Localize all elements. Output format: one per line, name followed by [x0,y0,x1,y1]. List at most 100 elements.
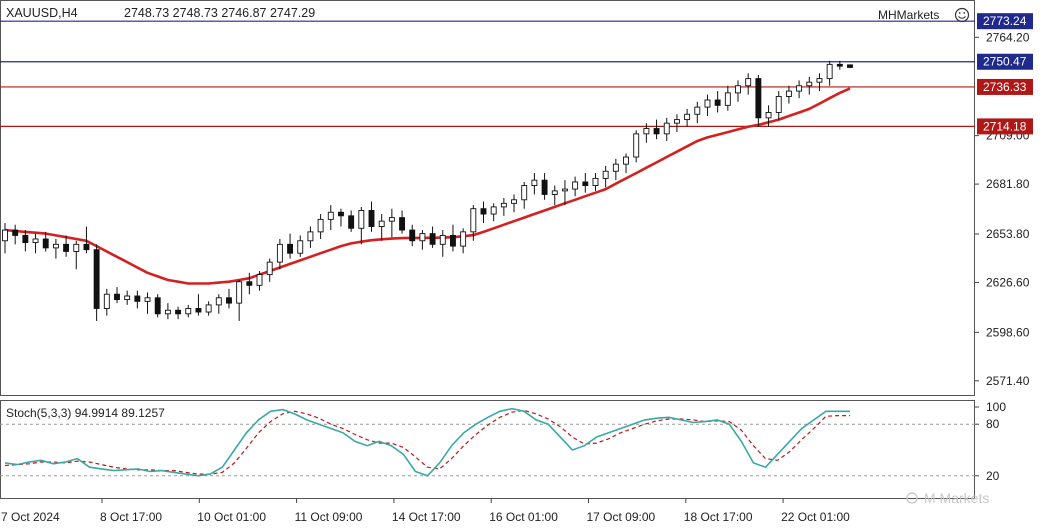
moving-average-line [4,87,851,285]
candle-body-bull [32,238,39,243]
candle-body-bear [836,63,843,67]
candle [643,123,650,143]
candle [714,91,721,113]
level-lines [0,20,975,128]
candle [12,224,19,245]
candle [195,294,202,316]
candle [765,105,772,127]
candle [531,173,538,195]
candle [124,290,131,305]
candle-body-bear [409,229,416,242]
candle [735,80,741,102]
candle [2,222,8,254]
candle [602,165,609,188]
candle [785,85,792,104]
price-tick-label: 2626.60 [986,275,1030,289]
candle [419,230,426,250]
time-tick-label: 10 Oct 01:00 [197,510,266,524]
smiley-icon [954,7,970,23]
level-tag-text: 2750.47 [983,55,1027,69]
candle [521,181,528,209]
candle-body-bull [806,81,813,87]
candle-body-bull [439,234,446,245]
price-tick-label: 2764.20 [986,30,1030,44]
price-tick-label: 2653.80 [986,227,1030,241]
stoch-levels: 100 80 20 [0,400,1006,483]
candle-body-bull [551,190,558,195]
candle [582,173,589,193]
candle [368,201,375,232]
level-tag [977,53,1033,70]
candle-body-bull [561,188,568,192]
candle [612,158,619,181]
candle-body-bull [785,90,792,97]
stoch-level-label: 20 [986,469,1000,483]
candle-body-bear [12,229,19,236]
candle-body-bull [673,119,680,124]
candle-body-bull [73,243,80,252]
candle [775,91,782,120]
candle-body-bear [246,281,253,286]
candle [327,205,334,231]
watermark-text: M Markets [924,490,989,506]
time-tick-label: 14 Oct 17:00 [392,510,461,524]
stoch-level-label: 100 [986,400,1006,414]
price-panel-frame [0,0,975,396]
candle-body-bear [541,179,548,195]
candle [439,230,446,257]
price-tick-label: 2681.80 [986,177,1030,191]
candle [236,279,243,321]
candle [103,288,110,316]
candle-body-bull [592,177,599,186]
candle-body-bear [450,234,456,247]
candle [684,108,691,127]
candle [83,226,90,254]
candle [551,185,558,206]
candle-body-bear [226,297,232,304]
candle [256,271,263,291]
candle-body-bull [419,233,426,242]
price-tick-label: 2598.60 [986,325,1030,339]
candle-body-bear [287,243,294,254]
candle [348,210,355,232]
candle-body-bear [93,249,100,309]
candle [541,173,548,200]
candle-body-bear [114,293,120,301]
candle [266,258,273,282]
candle [704,94,711,117]
candle-body-bull [52,243,59,249]
level-tag-text: 2736.33 [983,80,1027,94]
candle-body-bull [358,210,365,229]
candle-body-bull [735,85,741,94]
candle-body-bear [399,217,405,231]
candle [185,304,192,318]
candle [226,288,232,309]
moving-average [4,87,851,285]
candle [796,80,803,99]
candle [663,117,670,141]
candle [592,173,599,191]
candle-body-bull [2,229,8,242]
candle [114,287,120,304]
candle [338,208,344,227]
candle-body-bear [42,238,49,249]
candle-body-bear [83,243,90,251]
candle [490,203,497,222]
candle [175,306,182,320]
candle-body-bull [572,181,579,190]
candle-body-bear [63,243,70,252]
candle [205,301,212,316]
candle-body-bull [633,133,640,158]
candle [653,119,660,140]
candle-body-bull [643,128,650,135]
candle-body-bull [307,231,314,242]
candle [561,180,568,206]
candle [144,292,151,314]
candle [694,101,701,124]
candle-body-bull [775,95,782,113]
candle [500,198,507,216]
candle [317,214,324,239]
candle-body-bear [195,308,202,313]
candle [134,290,141,309]
candle-body-bull [684,113,691,121]
